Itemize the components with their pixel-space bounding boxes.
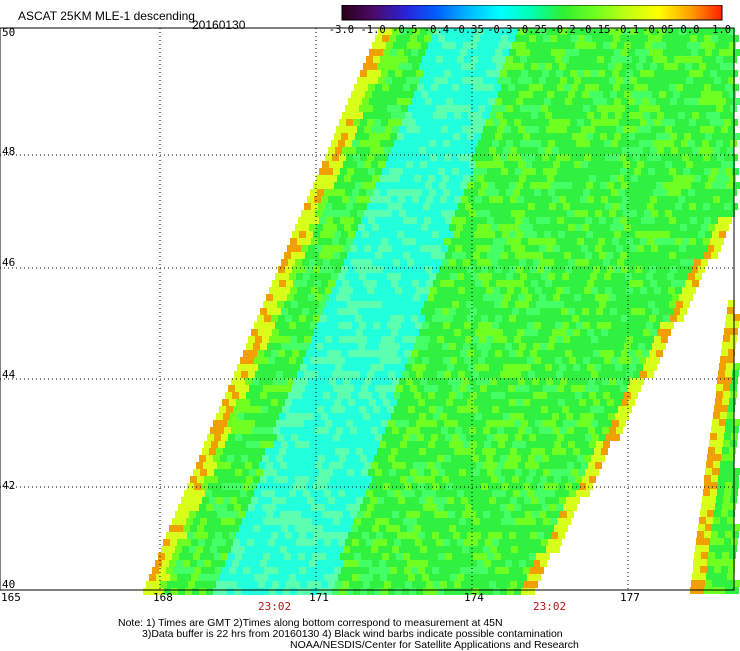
note-line-2: 3)Data buffer is 22 hrs from 20160130 4)… <box>142 628 563 640</box>
note-line-1: Note: 1) Times are GMT 2)Times along bot… <box>118 617 503 629</box>
colorbar-tick-label: -0.4 <box>423 24 450 36</box>
colorbar-tick-label: 1.0 <box>712 24 732 36</box>
colorbar-tick-label: -1.0 <box>360 24 386 36</box>
map-title: ASCAT 25KM MLE-1 descending <box>18 9 195 23</box>
lat-label-48: 48 <box>2 145 16 158</box>
lon-label-177: 177 <box>620 591 640 604</box>
colorbar-tick-label: -0.15 <box>578 24 611 36</box>
graticule <box>0 28 734 590</box>
lat-label-46: 46 <box>2 256 16 269</box>
note-line-3: NOAA/NESDIS/Center for Satellite Applica… <box>290 639 579 651</box>
lon-label-174: 174 <box>464 591 484 604</box>
lon-label-171: 171 <box>309 591 329 604</box>
colorbar-tick-label: -0.2 <box>550 24 576 36</box>
colorbar-tick-label: -3.0 <box>328 24 355 36</box>
colorbar <box>341 5 723 21</box>
colorbar-tick-label: -0.1 <box>613 24 640 36</box>
lat-label-44: 44 <box>2 368 16 381</box>
pass-time-1: 23:02 <box>258 600 292 613</box>
lat-label-42: 42 <box>2 479 16 492</box>
colorbar-tick-label: -0.5 <box>392 24 418 36</box>
colorbar-tick-label: -0.3 <box>487 24 513 36</box>
colorbar-tick-label: -0.35 <box>452 24 484 36</box>
lon-label-165: 165 <box>1 591 21 604</box>
lon-label-168: 168 <box>153 591 173 604</box>
map-frame <box>0 27 735 591</box>
map-date: 20160130 <box>192 18 246 32</box>
lat-label-50: 50 <box>2 26 16 39</box>
colorbar-tick-label: 0.0 <box>680 24 700 36</box>
colorbar-tick-label: -0.25 <box>515 24 548 36</box>
lat-label-40: 40 <box>2 578 16 591</box>
pass-time-2: 23:02 <box>533 600 567 613</box>
swath-layer <box>143 28 740 595</box>
colorbar-tick-label: -0.05 <box>642 24 674 36</box>
colorbar-gradient <box>341 5 723 21</box>
